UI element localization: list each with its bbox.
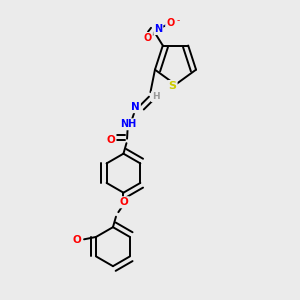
Text: H: H [152, 92, 159, 101]
Text: O: O [120, 197, 129, 207]
Text: O: O [166, 18, 174, 28]
Text: N: N [131, 102, 140, 112]
Text: -: - [176, 16, 179, 25]
Text: O: O [106, 135, 115, 145]
Text: N: N [154, 24, 162, 34]
Text: NH: NH [120, 119, 136, 129]
Text: +: + [162, 21, 168, 30]
Text: S: S [169, 81, 176, 91]
Text: O: O [144, 33, 152, 43]
Text: O: O [72, 235, 81, 245]
